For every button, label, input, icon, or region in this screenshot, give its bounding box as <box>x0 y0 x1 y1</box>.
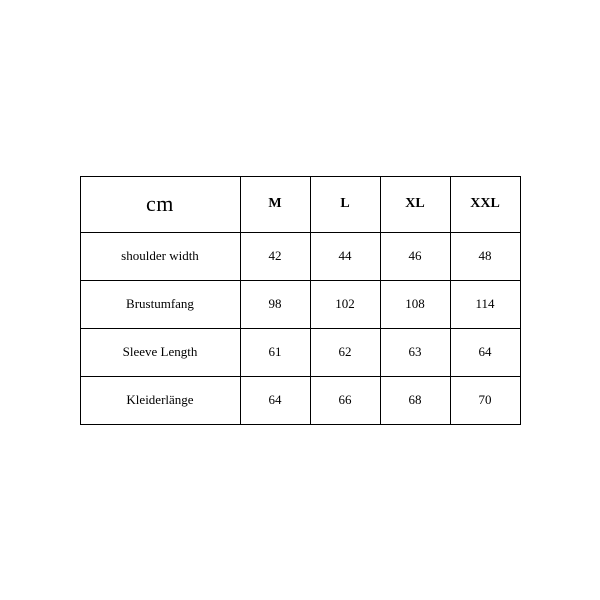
table-row: Brustumfang 98 102 108 114 <box>80 280 520 328</box>
cell: 98 <box>240 280 310 328</box>
cell: 108 <box>380 280 450 328</box>
cell: 62 <box>310 328 380 376</box>
cell: 44 <box>310 232 380 280</box>
cell: 48 <box>450 232 520 280</box>
table-row: Kleiderlänge 64 66 68 70 <box>80 376 520 424</box>
size-head-xxl: XXL <box>450 176 520 232</box>
row-label: Brustumfang <box>80 280 240 328</box>
cell: 63 <box>380 328 450 376</box>
table-row: shoulder width 42 44 46 48 <box>80 232 520 280</box>
cell: 64 <box>240 376 310 424</box>
size-head-l: L <box>310 176 380 232</box>
unit-cell: cm <box>80 176 240 232</box>
row-label: Sleeve Length <box>80 328 240 376</box>
row-label: shoulder width <box>80 232 240 280</box>
size-head-m: M <box>240 176 310 232</box>
row-label: Kleiderlänge <box>80 376 240 424</box>
cell: 114 <box>450 280 520 328</box>
size-head-xl: XL <box>380 176 450 232</box>
cell: 102 <box>310 280 380 328</box>
cell: 61 <box>240 328 310 376</box>
cell: 42 <box>240 232 310 280</box>
cell: 46 <box>380 232 450 280</box>
cell: 66 <box>310 376 380 424</box>
cell: 70 <box>450 376 520 424</box>
size-chart-table: cm M L XL XXL shoulder width 42 44 46 48… <box>80 176 521 425</box>
cell: 64 <box>450 328 520 376</box>
header-row: cm M L XL XXL <box>80 176 520 232</box>
table-row: Sleeve Length 61 62 63 64 <box>80 328 520 376</box>
cell: 68 <box>380 376 450 424</box>
